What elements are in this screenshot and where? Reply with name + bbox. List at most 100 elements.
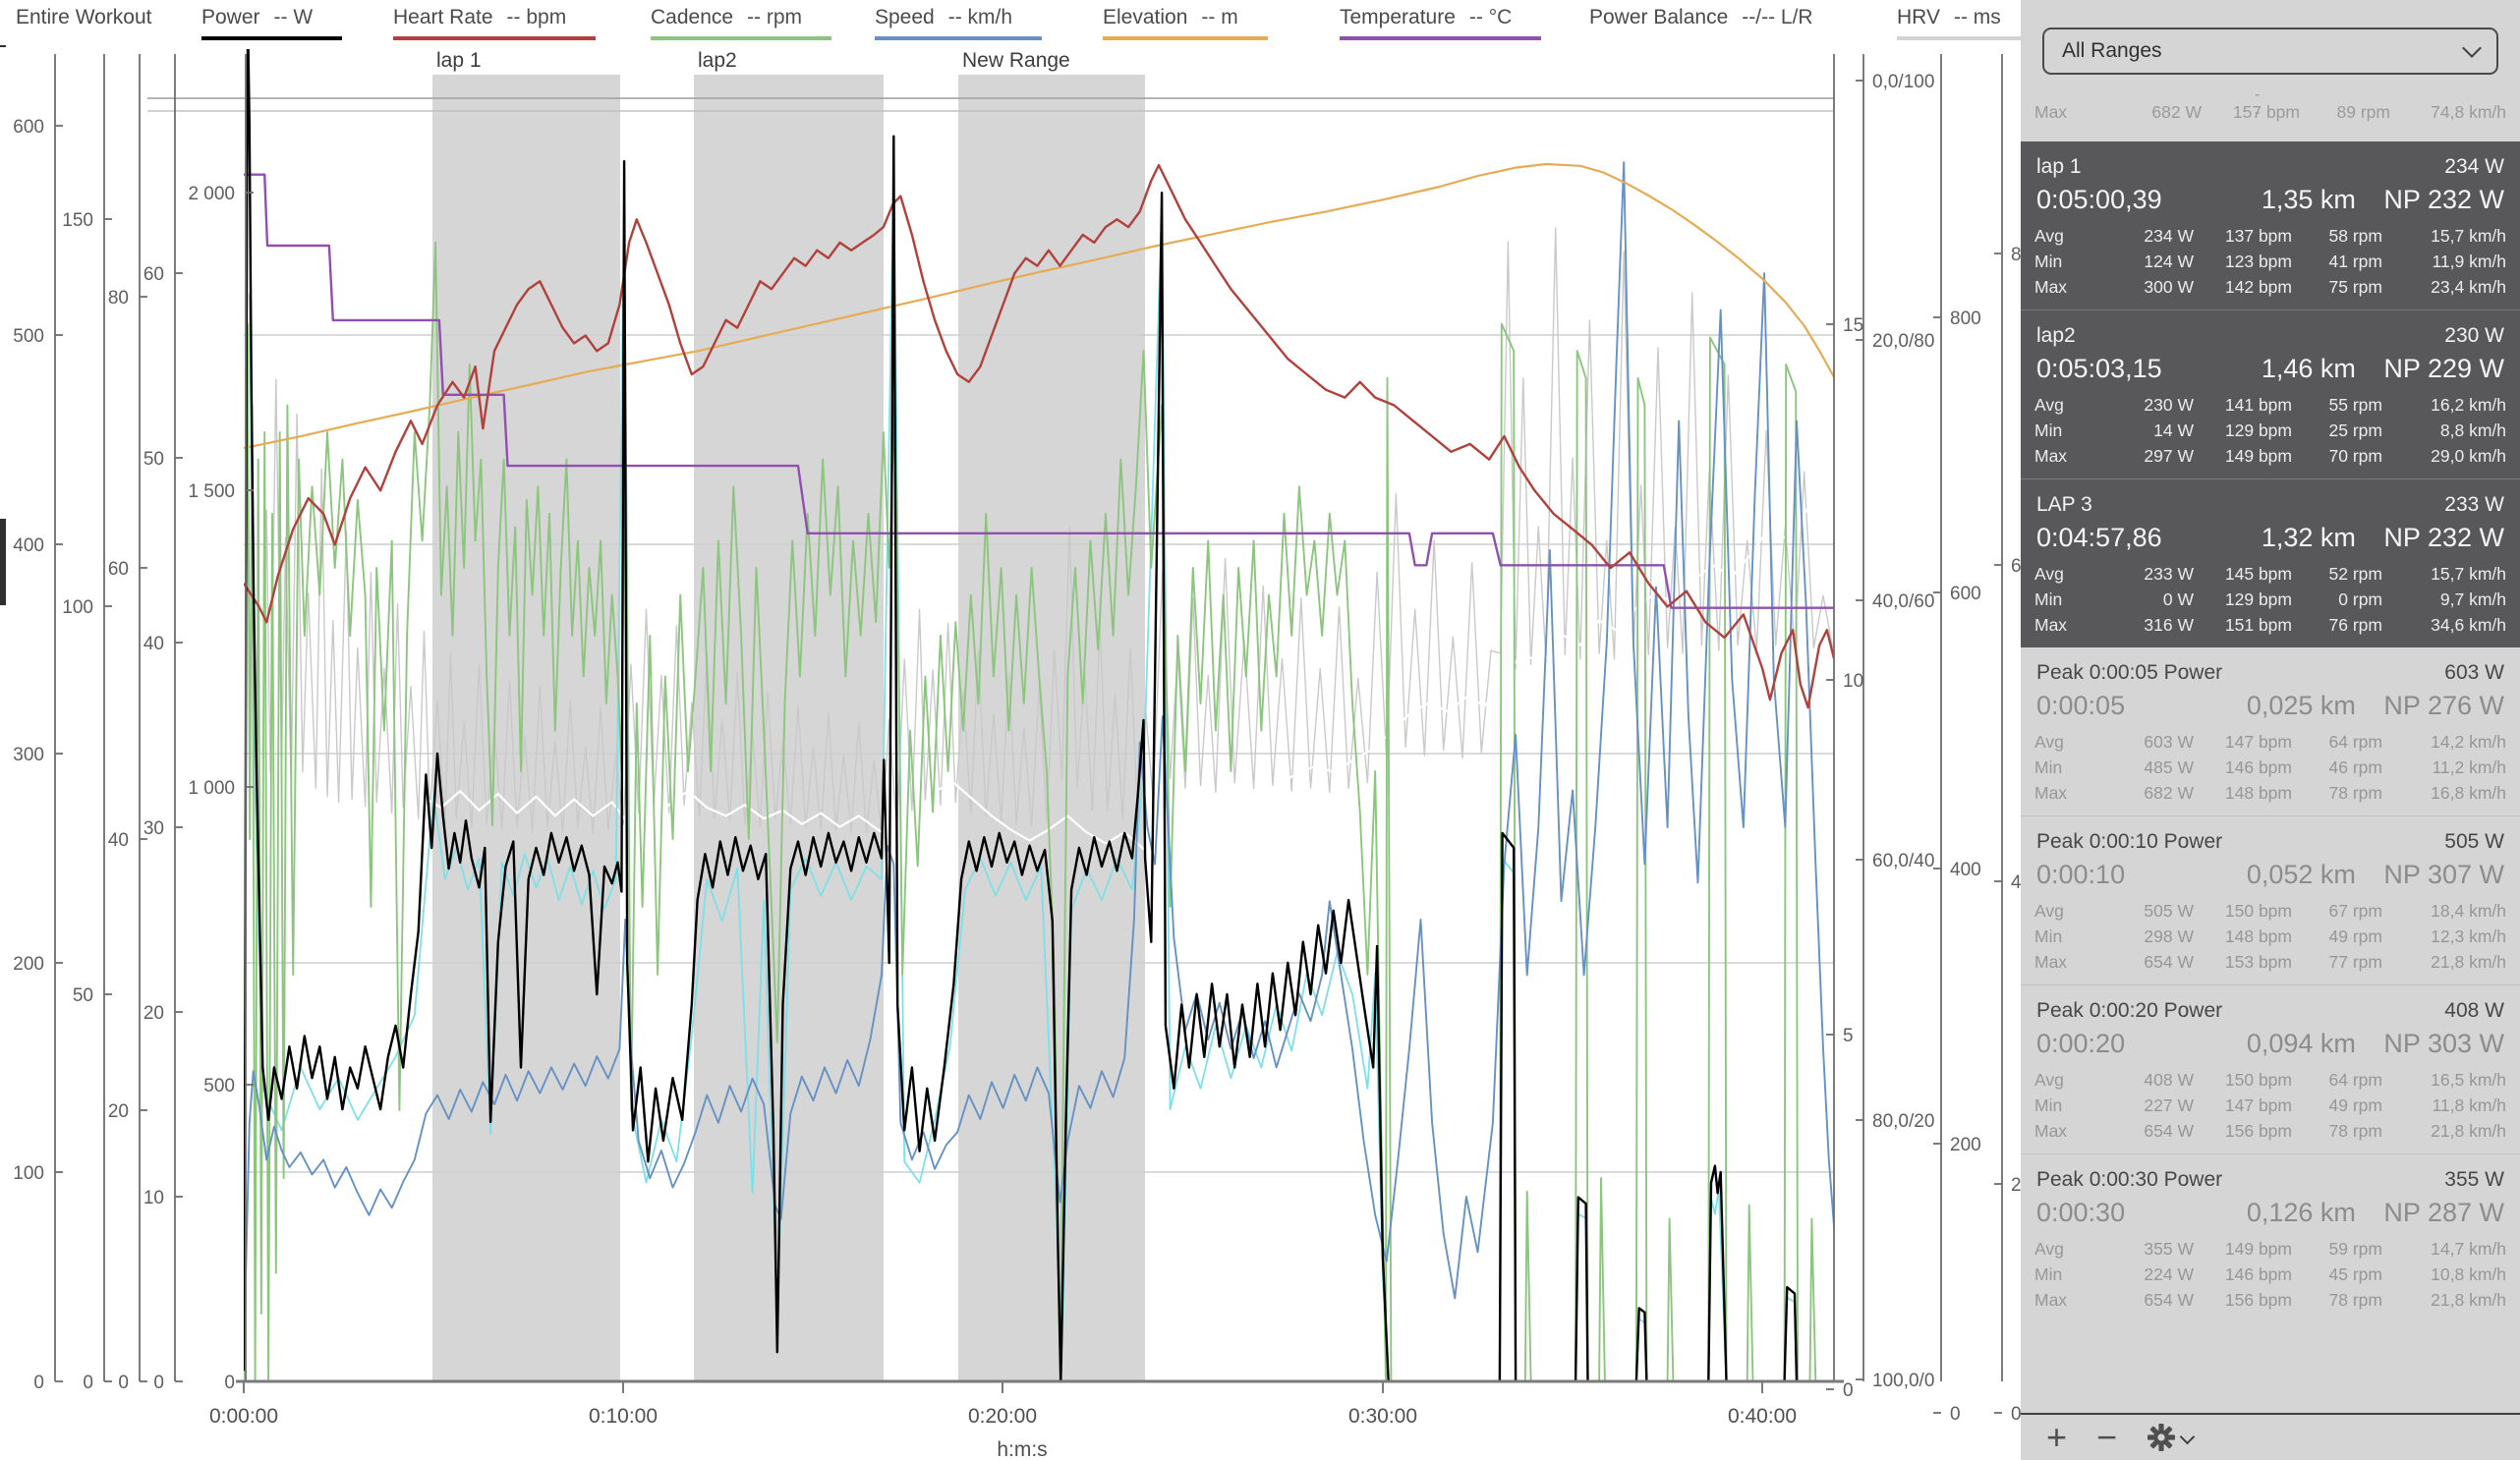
range-stat-row-min: Min 485 W 146 bpm 46 rpm 11,2 km/h xyxy=(2034,755,2506,780)
legend-item-cadence[interactable]: Cadence -- rpm xyxy=(651,6,832,40)
stat-cell: 297 W xyxy=(2144,446,2194,466)
summary-cadence: 89 rpm xyxy=(2336,102,2390,122)
stat-cell: 148 bpm xyxy=(2224,783,2292,803)
legend-label: Cadence xyxy=(651,6,734,28)
lap-band-label: New Range xyxy=(962,49,1070,72)
stat-cell: 10,8 km/h xyxy=(2431,1264,2506,1284)
series-hrv-raw xyxy=(261,227,1834,836)
stat-cell: 49 rpm xyxy=(2328,927,2382,946)
range-card-peak-0-00-10-power[interactable]: Peak 0:00:10 Power 505 W 0:00:10 0,052 km NP… xyxy=(2021,815,2520,984)
stat-cell: Min xyxy=(2034,927,2063,946)
stat-cell: 505 W xyxy=(2144,901,2194,921)
range-duration: 0:00:20 xyxy=(2036,1029,2126,1058)
clipped-axis-tick-label: 0 xyxy=(2011,1404,2022,1425)
legend-item-heart-rate[interactable]: Heart Rate -- bpm xyxy=(393,6,597,40)
add-range-button[interactable]: + xyxy=(2046,1417,2068,1457)
range-duration: 0:00:05 xyxy=(2036,691,2126,720)
stat-cell: Min xyxy=(2034,252,2063,271)
stat-cell: 124 W xyxy=(2144,252,2194,271)
stat-cell: Min xyxy=(2034,590,2063,609)
legend-item-elevation[interactable]: Elevation -- m xyxy=(1103,6,1268,40)
range-duration: 0:00:30 xyxy=(2036,1198,2126,1227)
stat-cell: Avg xyxy=(2034,1070,2064,1090)
workout-chart[interactable]: lap 1 lap2 New Range6005004003002001000150… xyxy=(0,0,2029,1460)
series-temperature xyxy=(244,173,1834,609)
series-power xyxy=(244,49,1834,1381)
stat-cell: 151 bpm xyxy=(2224,615,2292,635)
lap-band-label: lap2 xyxy=(698,49,737,72)
settings-button[interactable] xyxy=(2147,1423,2196,1452)
clipped-axis-tick-label: 2 xyxy=(2011,1175,2022,1196)
stat-cell: 21,8 km/h xyxy=(2431,1121,2506,1141)
range-card-lap-3[interactable]: LAP 3 233 W 0:04:57,86 1,32 km NP 232 W Avg 23… xyxy=(2021,478,2520,647)
power-axis-tick-label: 0 xyxy=(33,1373,44,1393)
elevation-axis-tick-label: 500 xyxy=(203,1076,235,1096)
legend-item-speed[interactable]: Speed -- km/h xyxy=(875,6,1043,40)
cadence-axis-tick-label: 0 xyxy=(118,1373,129,1393)
stat-cell: 49 rpm xyxy=(2328,1095,2382,1115)
stat-cell: 59 rpm xyxy=(2328,1239,2382,1259)
range-title: Peak 0:00:05 Power xyxy=(2036,661,2223,684)
range-stat-row-min: Min 124 W 123 bpm 41 rpm 11,9 km/h xyxy=(2034,249,2506,274)
cadence-axis-tick-label: 40 xyxy=(108,830,129,851)
remove-range-button[interactable]: − xyxy=(2096,1417,2118,1457)
range-card-peak-0-00-05-power[interactable]: Peak 0:00:05 Power 603 W 0:00:05 0,025 km NP… xyxy=(2021,647,2520,815)
stat-cell: Avg xyxy=(2034,395,2064,415)
range-card-lap2[interactable]: lap2 230 W 0:05:03,15 1,46 km NP 229 W Avg 230… xyxy=(2021,309,2520,478)
temperature-axis-tick-label: 10 xyxy=(1843,671,1863,692)
stat-cell: 654 W xyxy=(2144,1290,2194,1310)
temperature-axis-tick-label: 5 xyxy=(1843,1026,1854,1046)
heart-rate-axis-tick-label: 50 xyxy=(73,985,93,1006)
range-stat-row-avg: Avg 233 W 145 bpm 52 rpm 15,7 km/h xyxy=(2034,561,2506,587)
stat-cell: 21,8 km/h xyxy=(2431,1290,2506,1310)
stat-cell: 21,8 km/h xyxy=(2431,952,2506,972)
power-balance-axis-tick-label: 100,0/0 xyxy=(1872,1371,1934,1391)
legend-item-temperature[interactable]: Temperature -- °C xyxy=(1340,6,1542,40)
legend-current-value: -- m xyxy=(1201,6,1238,28)
power-axis-tick-label: 600 xyxy=(13,117,44,138)
range-np: NP 287 W xyxy=(2383,1198,2504,1227)
range-card-peak-0-00-30-power[interactable]: Peak 0:00:30 Power 355 W 0:00:30 0,126 km NP… xyxy=(2021,1153,2520,1322)
legend-item-power-balance[interactable]: Power Balance --/-- L/R xyxy=(1589,6,1813,36)
range-stat-row-max: Max 654 W 156 bpm 78 rpm 21,8 km/h xyxy=(2034,1118,2506,1144)
range-stat-row-min: Min 227 W 147 bpm 49 rpm 11,8 km/h xyxy=(2034,1093,2506,1118)
stat-cell: 77 rpm xyxy=(2328,952,2382,972)
sidebar-toolbar: + − xyxy=(2021,1413,2520,1460)
hrv-axis-tick-label: 200 xyxy=(1950,1135,1981,1155)
stat-cell: 11,9 km/h xyxy=(2432,252,2506,271)
legend-current-value: -- km/h xyxy=(947,6,1013,28)
legend-item-power[interactable]: Power -- W xyxy=(201,6,343,40)
stat-cell: 142 bpm xyxy=(2224,277,2292,297)
lap-band[interactable] xyxy=(432,75,620,1381)
legend-item-hrv[interactable]: HRV -- ms xyxy=(1897,6,2027,40)
summary-power: 682 W xyxy=(2151,102,2202,122)
legend-label: Heart Rate xyxy=(393,6,493,28)
hrv-axis-tick-label: 400 xyxy=(1950,860,1981,880)
range-filter-value: All Ranges xyxy=(2062,39,2162,62)
stat-cell: 145 bpm xyxy=(2224,564,2292,584)
series-heart-rate xyxy=(244,163,1834,709)
power-balance-axis-tick-label: 80,0/20 xyxy=(1872,1111,1934,1132)
power-balance-axis-tick-label: 0,0/100 xyxy=(1872,72,1934,92)
range-filter-select[interactable]: All Ranges xyxy=(2042,28,2498,75)
summary-hr: 157 bpm xyxy=(2232,102,2300,122)
elevation-axis-tick-label: 2 000 xyxy=(188,184,235,204)
lap-band[interactable] xyxy=(694,75,884,1381)
range-power: 603 W xyxy=(2444,661,2504,684)
stat-cell: 230 W xyxy=(2144,395,2194,415)
speed-axis-tick-label: 60 xyxy=(143,264,164,285)
lap-band[interactable] xyxy=(958,75,1145,1381)
stat-cell: Max xyxy=(2034,615,2068,635)
elevation-axis-tick-label: 0 xyxy=(224,1373,235,1393)
legend-item-entire-workout[interactable]: Entire Workout xyxy=(16,6,152,36)
stat-cell: 78 rpm xyxy=(2328,1290,2382,1310)
stat-cell: 18,4 km/h xyxy=(2431,901,2506,921)
range-card-peak-0-00-20-power[interactable]: Peak 0:00:20 Power 408 W 0:00:20 0,094 km NP… xyxy=(2021,984,2520,1153)
range-stat-row-max: Max 682 W 148 bpm 78 rpm 16,8 km/h xyxy=(2034,780,2506,806)
range-distance: 1,32 km xyxy=(2261,523,2356,552)
stat-cell: 64 rpm xyxy=(2328,1070,2382,1090)
stat-cell: 137 bpm xyxy=(2224,226,2292,246)
time-axis-tick-label: 0:10:00 xyxy=(589,1405,658,1428)
range-card-lap-1[interactable]: lap 1 234 W 0:05:00,39 1,35 km NP 232 W Avg 23… xyxy=(2021,141,2520,309)
range-np: NP 232 W xyxy=(2383,523,2504,552)
